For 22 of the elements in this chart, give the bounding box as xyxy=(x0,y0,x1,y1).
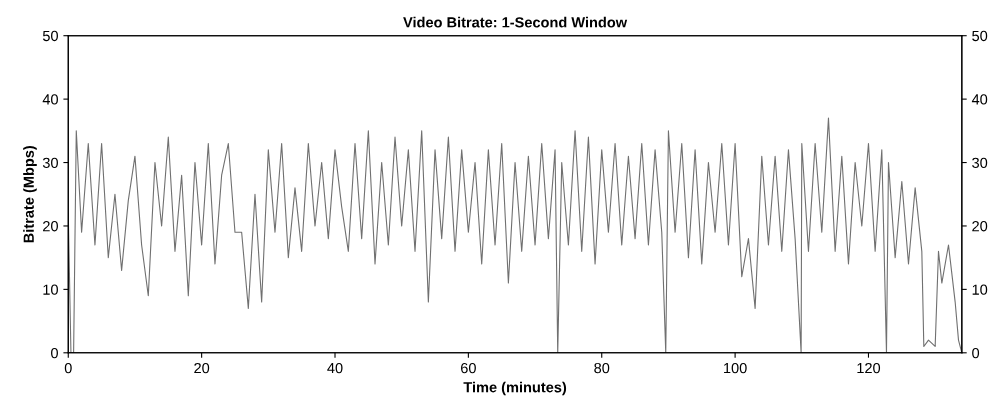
y-tick-label: 0 xyxy=(51,347,58,359)
x-tick-label: 0 xyxy=(64,362,72,374)
y-tick-label: 20 xyxy=(43,221,58,232)
x-tick-label: 120 xyxy=(857,362,881,374)
y-tick-label: 50 xyxy=(42,30,58,42)
y2-tick-label: 10 xyxy=(972,284,988,295)
y-tick-label: 30 xyxy=(42,157,58,168)
x-tick-label: 40 xyxy=(327,362,343,374)
chart-title: Video Bitrate: 1-Second Window xyxy=(403,16,628,28)
y-tick-label: 10 xyxy=(43,284,58,295)
x-axis-title: Time (minutes) xyxy=(463,381,567,396)
y2-tick-label: 40 xyxy=(971,94,988,105)
y2-tick-label: 0 xyxy=(972,347,980,359)
x-tick-label: 100 xyxy=(724,362,747,374)
y-tick-label: 40 xyxy=(42,94,58,105)
y2-tick-label: 20 xyxy=(972,221,988,232)
y-axis-title: Bitrate (Mbps) xyxy=(23,145,37,243)
y2-tick-label: 50 xyxy=(972,30,988,42)
y2-tick-label: 30 xyxy=(972,157,988,168)
x-tick-label: 20 xyxy=(194,362,210,374)
x-tick-label: 60 xyxy=(461,362,476,374)
x-tick-label: 80 xyxy=(594,362,610,374)
